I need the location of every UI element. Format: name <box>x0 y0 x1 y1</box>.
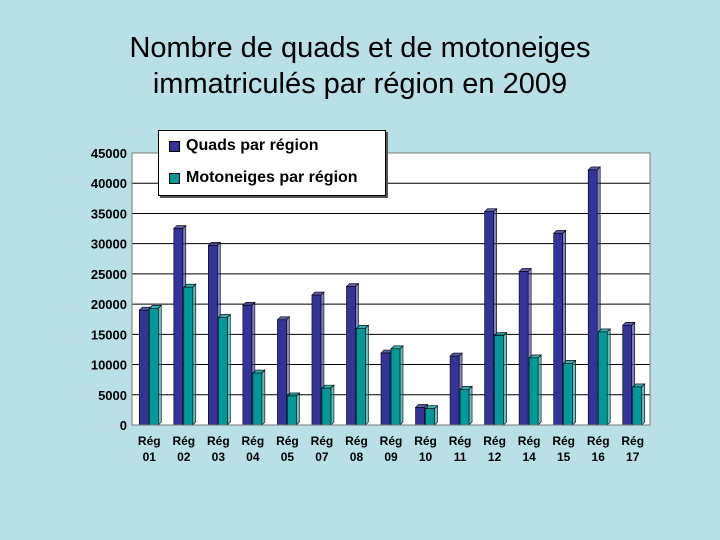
x-tick-label: 01 <box>143 450 157 464</box>
bar-motoneiges <box>217 313 232 426</box>
legend: Quads par région Motoneiges par région <box>158 130 386 196</box>
y-tick-label: 40000 <box>91 176 127 191</box>
bar-motoneiges <box>286 392 301 426</box>
bar-motoneiges <box>632 383 646 426</box>
x-tick-label: 17 <box>626 450 640 464</box>
x-tick-label: 11 <box>454 450 467 464</box>
bar-motoneiges <box>493 331 508 426</box>
x-tick-label: 04 <box>246 450 260 464</box>
x-tick-label: 07 <box>315 450 329 464</box>
y-tick-label: 20000 <box>91 297 127 312</box>
legend-swatch-motoneiges <box>169 172 180 184</box>
legend-item-quads: Quads par région <box>169 137 318 155</box>
bar-motoneiges <box>321 384 335 426</box>
x-tick-label: 09 <box>384 450 398 464</box>
y-tick-labels: 0 5000 10000 15000 20000 25000 30000 35000 40000… <box>91 146 127 433</box>
x-tick-label: Rég <box>518 434 541 448</box>
x-tick-label: Rég <box>172 434 195 448</box>
x-tick-label: Rég <box>138 434 161 448</box>
y-tick-label: 45000 <box>91 146 127 161</box>
x-tick-label: Rég <box>414 434 437 448</box>
x-tick-label: Rég <box>207 434 230 448</box>
x-tick-label: 10 <box>419 450 433 464</box>
x-tick-label: Rég <box>242 434 265 448</box>
x-tick-label: 15 <box>557 450 571 464</box>
legend-label-quads: Quads par région <box>186 137 319 154</box>
legend-item-motoneiges: Motoneiges par région <box>169 169 358 187</box>
x-tick-label: Rég <box>621 434 644 448</box>
bar-motoneiges <box>183 283 197 426</box>
x-tick-label: Rég <box>311 434 334 448</box>
y-tick-label: 0 <box>120 418 127 433</box>
x-tick-label: 12 <box>488 450 502 464</box>
x-tick-label: 08 <box>350 450 364 464</box>
x-tick-label: Rég <box>483 434 506 448</box>
x-tick-label: 16 <box>592 450 606 464</box>
bar-motoneiges <box>424 404 439 426</box>
bar-motoneiges <box>148 304 162 426</box>
bar-motoneiges <box>562 359 577 426</box>
legend-swatch-quads <box>169 140 180 152</box>
x-tick-label: 03 <box>212 450 226 464</box>
y-tick-label: 30000 <box>91 237 127 252</box>
x-tick-labels: Rég 01 Rég 02 Rég 03 Rég 04 Rég 05 Rég 07 Rég 08 Rég 09… <box>138 434 644 464</box>
bar-motoneiges <box>355 324 370 426</box>
axes <box>131 152 651 426</box>
plot-border <box>131 152 651 426</box>
bar-motoneiges <box>597 328 611 426</box>
y-tick-label: 25000 <box>91 267 127 282</box>
x-tick-label: Rég <box>276 434 299 448</box>
legend-label-motoneiges: Motoneiges par région <box>186 169 358 186</box>
chart-title: Nombre de quads et de motoneiges immatri… <box>0 30 720 102</box>
bar-motoneiges <box>390 345 404 426</box>
chart-title-line-2: immatriculés par région en 2009 <box>152 68 568 100</box>
x-tick-label: Rég <box>345 434 368 448</box>
x-tick-label: Rég <box>552 434 575 448</box>
y-tick-label: 15000 <box>91 327 127 342</box>
y-tick-label: 10000 <box>91 358 127 373</box>
y-tick-label: 5000 <box>98 388 127 403</box>
x-tick-label: 14 <box>522 450 536 464</box>
x-tick-label: Rég <box>449 434 472 448</box>
bar-motoneiges <box>252 369 266 426</box>
chart-title-line-1: Nombre de quads et de motoneiges <box>129 32 591 64</box>
y-tick-label: 35000 <box>91 206 127 221</box>
bars <box>138 166 646 426</box>
x-tick-label: 02 <box>177 450 191 464</box>
bar-motoneiges <box>528 354 542 426</box>
x-tick-label: Rég <box>380 434 403 448</box>
bar-motoneiges <box>459 385 473 426</box>
x-tick-label: Rég <box>587 434 610 448</box>
x-tick-label: 05 <box>281 450 295 464</box>
